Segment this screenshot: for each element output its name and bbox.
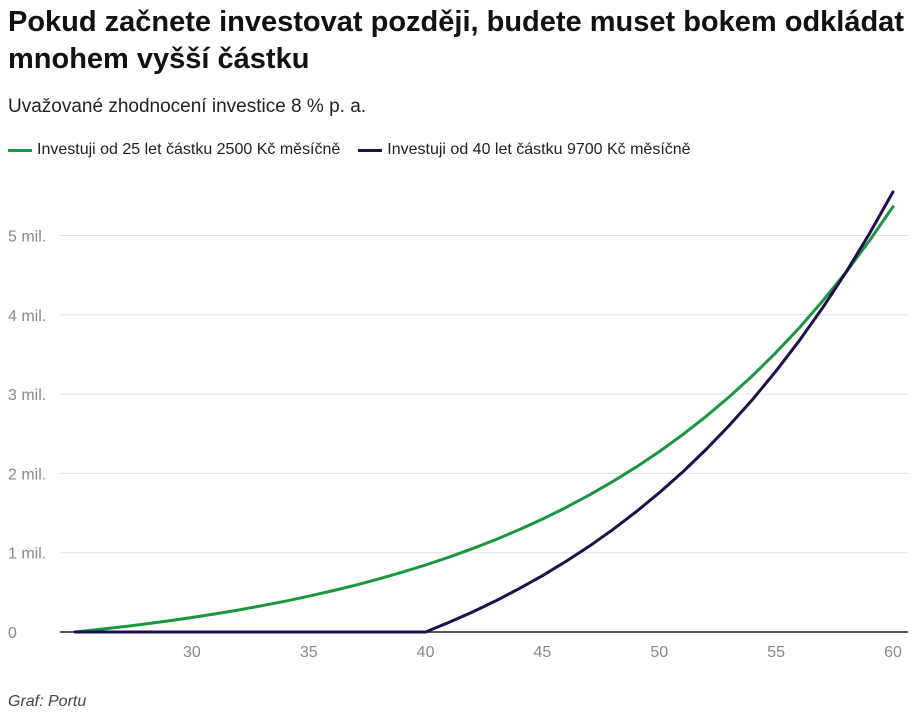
legend-label-series-1: Investuji od 25 let částku 2500 Kč měsíč…	[37, 141, 341, 158]
chart-title: Pokud začnete investovat později, budete…	[8, 6, 904, 75]
legend-item-series-1: Investuji od 25 let částku 2500 Kč měsíč…	[8, 141, 340, 159]
y-tick-label-1: 1 mil.	[8, 546, 46, 563]
series-line-1	[73, 205, 895, 634]
y-tick-label-3: 3 mil.	[8, 387, 46, 404]
legend: Investuji od 25 let částku 2500 Kč měsíč…	[8, 141, 709, 159]
x-tick-label-2: 40	[417, 644, 435, 661]
y-tick-label-4: 4 mil.	[8, 308, 46, 325]
chart-subtitle: Uvažované zhodnocení investice 8 % p. a.	[8, 96, 367, 117]
series-line-2	[73, 190, 895, 634]
chart-credit: Graf: Portu	[8, 693, 87, 710]
x-tick-label-4: 50	[650, 644, 668, 661]
x-tick-label-1: 35	[300, 644, 318, 661]
x-tick-label-5: 55	[767, 644, 785, 661]
legend-swatch-series-2	[358, 148, 383, 152]
legend-item-series-2: Investuji od 40 let částku 9700 Kč měsíč…	[358, 141, 691, 159]
x-tick-label-6: 60	[884, 644, 902, 661]
y-tick-label-2: 2 mil.	[8, 466, 46, 483]
y-tick-label-5: 5 mil.	[8, 229, 46, 246]
legend-label-series-2: Investuji od 40 let částku 9700 Kč měsíč…	[387, 141, 691, 158]
y-tick-label-0: 0	[8, 625, 17, 642]
x-tick-label-3: 45	[534, 644, 552, 661]
x-tick-label-0: 30	[183, 644, 201, 661]
legend-swatch-series-1	[8, 148, 32, 152]
